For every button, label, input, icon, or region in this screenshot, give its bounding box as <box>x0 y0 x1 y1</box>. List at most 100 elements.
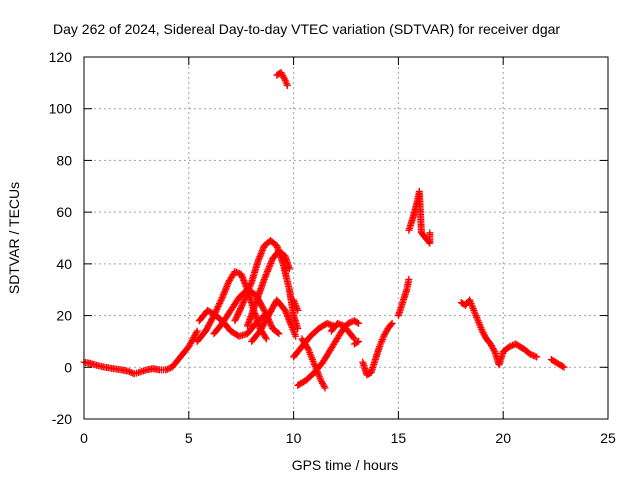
x-tick-label: 10 <box>286 430 302 446</box>
data-point-arc-d <box>232 315 240 323</box>
data-point-dip-13 <box>380 332 388 340</box>
y-tick-label: 60 <box>56 204 72 220</box>
data-point-decay-18 <box>487 340 495 348</box>
data-point-arc-d <box>238 302 246 310</box>
data-point-arc-e <box>285 265 293 273</box>
data-point-dip-13 <box>381 331 389 339</box>
data-point-baseline-early <box>188 336 196 344</box>
data-point-arc-c <box>267 321 275 329</box>
data-point-drop-10 <box>294 306 302 314</box>
x-tick-label: 20 <box>495 430 511 446</box>
data-point-arc-d <box>237 305 245 313</box>
data-point-decay-18 <box>480 330 488 338</box>
data-point-peak-high <box>283 81 291 89</box>
data-point-arc-h <box>353 318 361 326</box>
data-point-arc-d <box>231 317 239 325</box>
data-points <box>80 69 568 392</box>
data-point-rise-15 <box>405 275 413 283</box>
data-point-arc-c <box>260 306 268 314</box>
data-point-peak-high <box>280 73 288 81</box>
y-tick-label: -20 <box>52 411 72 427</box>
x-tick-label: 15 <box>391 430 407 446</box>
data-point-dip-13 <box>388 319 396 327</box>
data-point-baseline-early <box>186 339 194 347</box>
data-point-baseline-early <box>190 333 198 341</box>
data-point-decay-18 <box>478 327 486 335</box>
y-tick-label: 0 <box>64 359 72 375</box>
data-point-arc-d <box>236 306 244 314</box>
data-point-arc-a <box>218 295 226 303</box>
data-point-arc-d <box>232 314 240 322</box>
data-point-arc-f <box>292 332 300 340</box>
data-point-arc-d <box>239 300 247 308</box>
data-point-dip-13 <box>387 321 395 329</box>
data-point-decay-18 <box>481 332 489 340</box>
data-point-decay-18 <box>479 329 487 337</box>
data-point-baseline-early <box>192 330 200 338</box>
data-point-arc-g <box>318 378 326 386</box>
data-point-arc-g <box>303 344 311 352</box>
data-point-tail-22 <box>559 362 567 370</box>
data-point-arc-a <box>213 306 221 314</box>
data-point-arc-c <box>274 329 282 337</box>
axis-ticks: 0 5 10 15 20 25 -20 0 20 40 60 80 100 120 <box>49 49 616 446</box>
data-point-arc-a <box>216 298 224 306</box>
data-point-segment-13 <box>353 338 361 346</box>
data-point-tail-22 <box>560 363 568 371</box>
data-point-dip-13 <box>382 328 390 336</box>
data-point-peak-high <box>277 69 285 77</box>
data-point-arc-g <box>319 379 327 387</box>
data-point-decay-18 <box>488 343 496 351</box>
data-point-arc-g <box>317 376 325 384</box>
x-tick-label: 25 <box>600 430 616 446</box>
data-point-arc-g <box>321 384 329 392</box>
data-point-decay-18 <box>487 342 495 350</box>
y-tick-label: 80 <box>56 152 72 168</box>
y-axis-label: SDTVAR / TECUs <box>6 182 22 294</box>
data-point-peak-high <box>278 70 286 78</box>
data-point-decay-18 <box>533 353 541 361</box>
data-point-peak-high <box>279 72 287 80</box>
data-point-arc-a <box>215 301 223 309</box>
data-point-arc-d <box>233 312 241 320</box>
data-point-baseline-early <box>187 338 195 346</box>
data-point-baseline-early <box>192 329 200 337</box>
data-point-arc-g <box>320 382 328 390</box>
y-tick-label: 100 <box>49 101 73 117</box>
data-point-baseline-early <box>186 341 194 349</box>
x-axis-label: GPS time / hours <box>292 457 399 473</box>
y-tick-label: 120 <box>49 49 73 65</box>
y-tick-label: 20 <box>56 308 72 324</box>
data-point-arc-a <box>262 335 270 343</box>
data-point-arc-c <box>275 330 283 338</box>
x-tick-label: 0 <box>80 430 88 446</box>
grid-lines <box>84 57 608 419</box>
data-point-arc-d <box>294 325 302 332</box>
data-point-arc-d <box>235 308 243 316</box>
data-point-arc-a <box>213 304 221 312</box>
data-point-baseline-early <box>193 327 201 335</box>
data-point-baseline-early <box>191 332 199 340</box>
data-point-segment-13 <box>355 337 363 345</box>
y-tick-label: 40 <box>56 256 72 272</box>
data-point-peak-high <box>280 75 288 83</box>
data-point-arc-d <box>234 309 242 317</box>
data-point-decay-18 <box>490 346 498 354</box>
data-point-arc-a <box>261 333 269 341</box>
data-point-arc-a <box>217 296 225 304</box>
data-point-arc-d <box>237 303 245 311</box>
data-point-arc-d <box>234 311 242 319</box>
chart-title: Day 262 of 2024, Sidereal Day-to-day VTE… <box>53 21 560 37</box>
data-point-dip-13 <box>381 329 389 337</box>
data-point-arc-c <box>267 320 275 328</box>
data-point-baseline-early <box>189 335 197 343</box>
data-point-arc-g <box>319 381 327 389</box>
x-tick-label: 5 <box>185 430 193 446</box>
data-point-spike-16 <box>426 229 434 237</box>
data-point-segment-12 <box>349 334 357 342</box>
data-point-decay-18 <box>489 345 497 353</box>
plot-frame <box>83 56 609 420</box>
data-point-arc-a <box>216 300 224 308</box>
